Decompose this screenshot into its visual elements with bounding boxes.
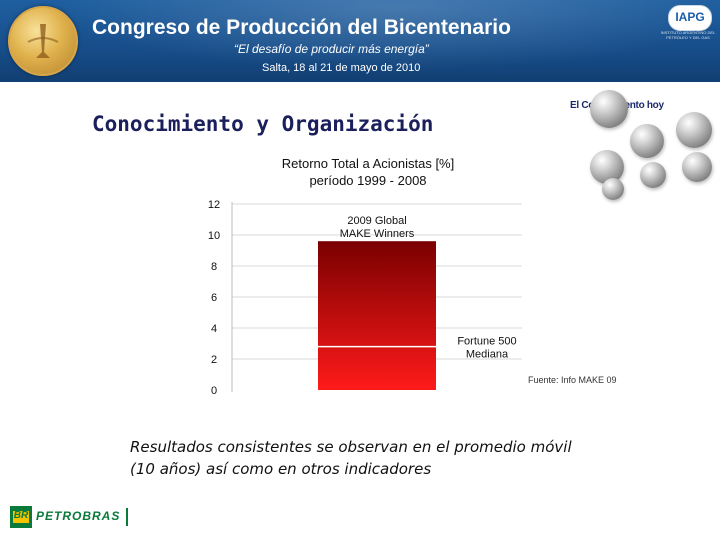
y-tick-label: 12: [208, 199, 220, 211]
reference-label-line2: Mediana: [466, 349, 509, 361]
sphere-icon: [682, 152, 712, 182]
y-tick-label: 0: [211, 385, 217, 397]
bar-label-line1: 2009 Global: [347, 215, 406, 227]
petrobras-logo-icon: BR: [10, 506, 32, 528]
petrobras-wordmark: PETROBRAS: [36, 509, 121, 523]
iapg-logo-text: IAPG: [675, 10, 705, 24]
header-banner: [0, 0, 720, 82]
slide-title: Conocimiento y Organización: [92, 112, 434, 136]
sphere-icon: [676, 112, 712, 148]
y-tick-label: 4: [211, 323, 217, 335]
conclusion-line1: Resultados consistentes se observan en e…: [130, 438, 572, 456]
y-tick-label: 2: [211, 354, 217, 366]
reference-label-line1: Fortune 500: [457, 336, 516, 348]
conclusion-text: Resultados consistentes se observan en e…: [130, 436, 572, 480]
header-sheen: [0, 0, 720, 82]
y-tick-label: 6: [211, 292, 217, 304]
conclusion-line2: (10 años) así como en otros indicadores: [130, 460, 432, 478]
chart-title-line1: Retorno Total a Acionistas [%]: [282, 156, 454, 171]
event-title: Congreso de Producción del Bicentenario: [92, 16, 511, 39]
petrobras-divider: [126, 508, 128, 526]
iapg-logo: IAPG: [668, 5, 712, 31]
sphere-icon: [630, 124, 664, 158]
sphere-icon: [590, 90, 628, 128]
iapg-logo-subtext: INSTITUTO ARGENTINO DEL PETRÓLEO Y DEL G…: [660, 30, 716, 40]
sphere-icon: [640, 162, 666, 188]
petrobras-logo: BR PETROBRAS: [10, 506, 128, 528]
event-tagline: “El desafío de producir más energía”: [234, 42, 429, 56]
petrobras-logo-inner: [13, 511, 29, 523]
congress-logo-icon: [8, 6, 78, 76]
event-dates: Salta, 18 al 21 de mayo de 2010: [262, 62, 421, 74]
bar-global-make-winners: [318, 241, 436, 390]
chart-source: Fuente: Info MAKE 09: [528, 375, 617, 385]
sphere-icon: [602, 178, 624, 200]
y-tick-label: 10: [208, 230, 220, 242]
bar-label-line2: MAKE Winners: [340, 228, 415, 240]
petrobras-mark: BR: [13, 510, 29, 521]
chart-title-line2: período 1999 - 2008: [309, 173, 426, 188]
y-tick-label: 8: [211, 261, 217, 273]
